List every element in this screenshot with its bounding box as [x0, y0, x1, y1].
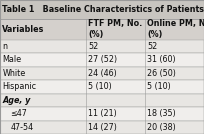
Text: 52: 52 [147, 42, 157, 51]
Text: Hispanic: Hispanic [2, 82, 37, 91]
Text: 24 (46): 24 (46) [88, 69, 117, 78]
Text: n: n [2, 42, 8, 51]
Text: 5 (10): 5 (10) [147, 82, 171, 91]
Text: Age, y: Age, y [2, 96, 31, 105]
FancyBboxPatch shape [0, 107, 204, 120]
Text: FTF PM, No.
(%): FTF PM, No. (%) [88, 19, 142, 39]
FancyBboxPatch shape [0, 19, 204, 40]
Text: 5 (10): 5 (10) [88, 82, 112, 91]
Text: 52: 52 [88, 42, 98, 51]
Text: White: White [2, 69, 26, 78]
FancyBboxPatch shape [0, 40, 204, 53]
Text: 20 (38): 20 (38) [147, 123, 176, 132]
FancyBboxPatch shape [0, 0, 204, 19]
FancyBboxPatch shape [0, 80, 204, 94]
FancyBboxPatch shape [0, 120, 204, 134]
Text: 31 (60): 31 (60) [147, 55, 176, 64]
Text: 14 (27): 14 (27) [88, 123, 117, 132]
Text: 47-54: 47-54 [11, 123, 34, 132]
FancyBboxPatch shape [0, 53, 204, 66]
Text: 18 (35): 18 (35) [147, 109, 176, 118]
FancyBboxPatch shape [0, 94, 204, 107]
Text: Online PM, No.
(%): Online PM, No. (%) [147, 19, 204, 39]
Text: 11 (21): 11 (21) [88, 109, 117, 118]
Text: 26 (50): 26 (50) [147, 69, 176, 78]
Text: 27 (52): 27 (52) [88, 55, 117, 64]
Text: Table 1   Baseline Characteristics of Patients by Intervention: Table 1 Baseline Characteristics of Pati… [2, 5, 204, 14]
Text: Male: Male [2, 55, 22, 64]
Text: ≤47: ≤47 [11, 109, 28, 118]
Text: Variables: Variables [2, 25, 45, 34]
FancyBboxPatch shape [0, 66, 204, 80]
